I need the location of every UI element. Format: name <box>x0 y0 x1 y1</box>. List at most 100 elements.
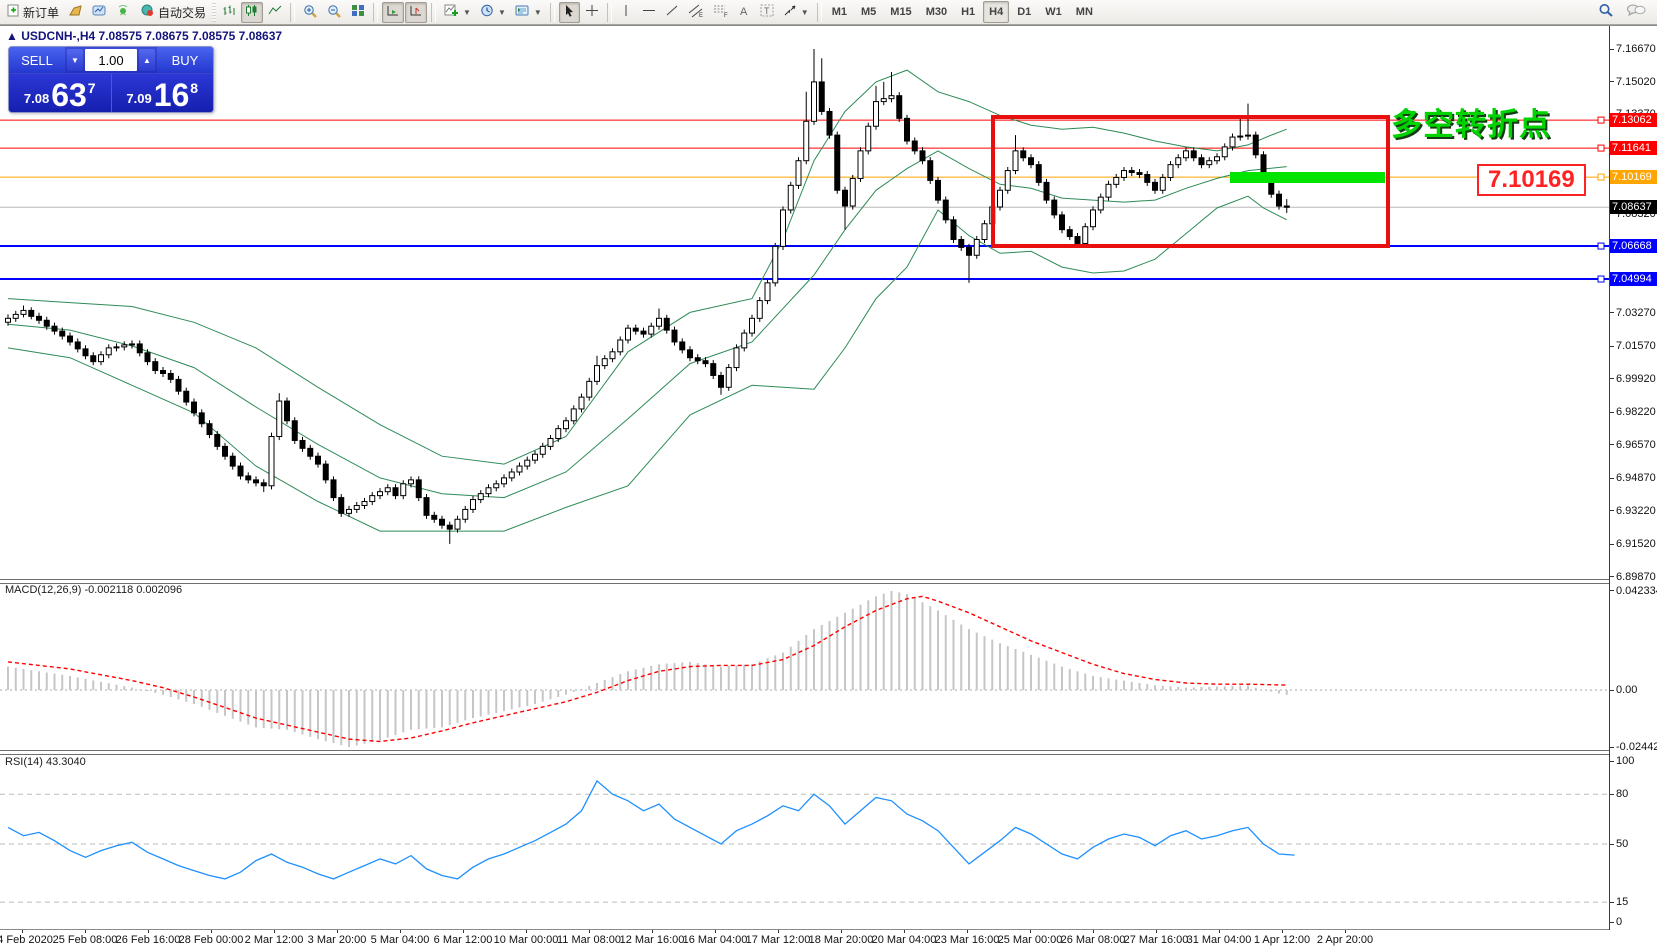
new-order-button[interactable]: 新订单 <box>3 2 63 23</box>
candle-body <box>1004 170 1011 191</box>
chart-shift-button[interactable] <box>405 1 428 23</box>
rsi-panel-splitter[interactable] <box>0 750 1610 755</box>
timeframe-button-h4[interactable]: H4 <box>983 1 1010 23</box>
line-chart-button[interactable] <box>264 2 286 23</box>
time-tick <box>589 930 590 933</box>
profiles-button[interactable] <box>64 2 87 23</box>
toolbar-separator <box>549 2 555 22</box>
crosshair-icon <box>585 4 599 20</box>
lot-decrease-button[interactable]: ▼ <box>67 49 83 71</box>
equidistant-channel-button[interactable]: E <box>684 2 708 23</box>
text-label-button[interactable]: T <box>756 2 778 23</box>
text-button[interactable]: A <box>734 2 755 23</box>
green-zone-annotation[interactable] <box>1230 172 1385 183</box>
candle-body <box>439 518 445 526</box>
timeframe-button-h1[interactable]: H1 <box>961 6 976 18</box>
timeframe-button-d1[interactable]: D1 <box>1017 6 1032 18</box>
horizontal-line-icon <box>642 4 656 20</box>
zoom-out-button[interactable] <box>323 2 346 23</box>
level-price-label: 7.11641 <box>1610 141 1657 156</box>
fibonacci-button[interactable]: F <box>709 2 733 23</box>
symbol-ohlc-info[interactable]: ▲ USDCNH-,H4 7.08575 7.08675 7.08575 7.0… <box>6 29 283 43</box>
toolbar-separator <box>816 2 822 22</box>
candle-body <box>338 497 345 514</box>
trendline-button[interactable] <box>661 2 683 23</box>
vertical-line-button[interactable] <box>616 2 637 23</box>
timeframe-button-mn[interactable]: MN <box>1075 6 1093 18</box>
line-end-marker <box>1597 275 1605 283</box>
buy-price[interactable]: 7.09 16 8 <box>111 74 213 112</box>
candle-body <box>811 81 817 122</box>
floating-price-tag[interactable]: 7.10169 <box>1477 164 1586 196</box>
candle-body <box>1121 170 1127 178</box>
rsi-axis-tick: 15 <box>1610 896 1628 908</box>
candle-body <box>741 332 748 349</box>
price-axis[interactable]: 7.166707.150207.133707.116707.100207.083… <box>1610 26 1657 930</box>
search-button[interactable] <box>1594 2 1618 23</box>
candle-body <box>1214 156 1220 162</box>
macd-panel-splitter[interactable] <box>0 579 1610 584</box>
axis-tick: 7.03270 <box>1610 307 1656 319</box>
main-price-chart[interactable] <box>0 26 1610 579</box>
new-order-icon <box>7 4 20 20</box>
auto-trading-button[interactable]: 自动交易 <box>136 2 210 23</box>
cursor-button[interactable] <box>558 1 580 23</box>
lot-size-control: ▼ 1.00 ▲ <box>65 47 157 73</box>
horizontal-line-button[interactable] <box>638 2 660 23</box>
sell-price-pips: 63 <box>51 77 87 113</box>
candle-body <box>330 479 337 499</box>
lot-increase-button[interactable]: ▲ <box>139 49 155 71</box>
time-tick <box>463 930 464 933</box>
rsi-indicator-chart[interactable] <box>0 753 1610 929</box>
candle-body <box>36 315 42 321</box>
turning-point-annotation[interactable]: 多空转折点 <box>1391 107 1551 142</box>
buy-button[interactable]: BUY <box>157 47 213 73</box>
timeframe-button-w1[interactable]: W1 <box>1045 6 1062 18</box>
zoom-in-button[interactable] <box>299 2 322 23</box>
candle-body <box>1276 193 1282 207</box>
tick-label: 7.03270 <box>1616 306 1656 319</box>
toolbar-separator <box>373 2 379 22</box>
timeframe-button-m30[interactable]: M30 <box>925 6 948 18</box>
periods-button[interactable]: ▼ <box>476 2 510 23</box>
arrows-button[interactable]: ▼ <box>779 2 813 23</box>
indicators-button[interactable]: ▼ <box>440 2 475 23</box>
tick-label: 7.16670 <box>1616 43 1656 55</box>
timeframe-button-m5[interactable]: M5 <box>861 6 877 18</box>
candle-body <box>942 199 949 221</box>
candle-body <box>1183 150 1189 159</box>
candle-body <box>1066 229 1073 238</box>
tile-windows-button[interactable] <box>347 2 369 23</box>
chat-button[interactable] <box>1622 2 1650 23</box>
candle-body <box>671 329 678 343</box>
time-label: 5 Mar 04:00 <box>370 934 430 946</box>
sell-button[interactable]: SELL <box>9 47 65 73</box>
templates-button[interactable]: ▼ <box>511 2 546 23</box>
timeframe-button-m15[interactable]: M15 <box>890 6 912 18</box>
signals-button[interactable] <box>112 2 135 23</box>
candle-body <box>1252 134 1259 156</box>
candle-body <box>361 501 368 506</box>
tick-dash <box>1610 312 1614 314</box>
auto-scroll-button[interactable] <box>382 1 405 23</box>
sell-price[interactable]: 7.08 63 7 <box>9 74 112 112</box>
time-label: 20 Mar 04:00 <box>871 934 937 946</box>
candle-body <box>950 219 957 241</box>
equidistant-channel-icon: E <box>688 4 704 21</box>
candle-body <box>74 341 81 350</box>
timeframe-button-m1[interactable]: M1 <box>831 6 847 18</box>
crosshair-button[interactable] <box>581 2 603 23</box>
macd-axis-tick: 0.042334 <box>1610 585 1657 597</box>
candle-body <box>888 95 895 100</box>
candle-body <box>609 351 616 360</box>
bar-chart-button[interactable] <box>218 2 240 23</box>
macd-indicator-chart[interactable] <box>0 582 1610 750</box>
red-box-annotation[interactable] <box>991 115 1390 248</box>
chat-icon <box>1626 3 1646 21</box>
time-label: 11 Mar 08:00 <box>556 934 622 946</box>
lot-size-value[interactable]: 1.00 <box>85 49 137 71</box>
market-watch-button[interactable] <box>88 2 111 23</box>
candlestick-chart-button[interactable] <box>241 1 264 23</box>
axis-tick: 6.89870 <box>1610 571 1656 583</box>
